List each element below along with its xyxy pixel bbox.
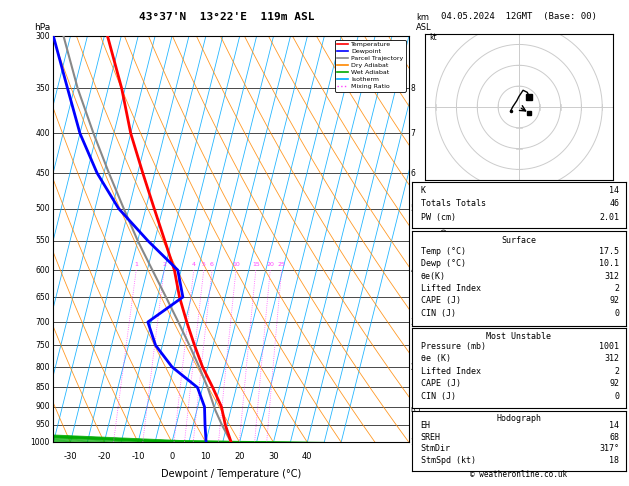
Text: EH: EH bbox=[421, 421, 430, 430]
Text: 900: 900 bbox=[35, 402, 50, 411]
Text: 10: 10 bbox=[201, 452, 211, 461]
Text: 400: 400 bbox=[35, 129, 50, 138]
Text: -30: -30 bbox=[64, 452, 77, 461]
Text: 1: 1 bbox=[134, 262, 138, 267]
Text: 14: 14 bbox=[610, 421, 620, 430]
Text: 6: 6 bbox=[210, 262, 214, 267]
Text: Hodograph: Hodograph bbox=[496, 414, 542, 423]
Text: StmSpd (kt): StmSpd (kt) bbox=[421, 456, 476, 465]
Text: -10: -10 bbox=[131, 452, 145, 461]
Text: 5: 5 bbox=[202, 262, 206, 267]
Text: Lifted Index: Lifted Index bbox=[421, 284, 481, 293]
Text: 317°: 317° bbox=[599, 444, 620, 453]
Text: © weatheronline.co.uk: © weatheronline.co.uk bbox=[470, 469, 567, 479]
Text: -20: -20 bbox=[97, 452, 111, 461]
Text: 550: 550 bbox=[35, 236, 50, 245]
Text: 6: 6 bbox=[411, 169, 416, 177]
Text: 0: 0 bbox=[615, 309, 620, 318]
Text: 700: 700 bbox=[35, 317, 50, 327]
Text: 0: 0 bbox=[169, 452, 175, 461]
Text: 18: 18 bbox=[610, 456, 620, 465]
Text: PW (cm): PW (cm) bbox=[421, 212, 455, 222]
Text: CIN (J): CIN (J) bbox=[421, 309, 455, 318]
Text: CAPE (J): CAPE (J) bbox=[421, 379, 460, 388]
Text: 0: 0 bbox=[615, 392, 620, 401]
Text: 8: 8 bbox=[411, 84, 415, 93]
Text: 312: 312 bbox=[604, 272, 620, 281]
Text: 7: 7 bbox=[411, 129, 416, 138]
Text: Temp (°C): Temp (°C) bbox=[421, 247, 465, 256]
Text: 850: 850 bbox=[35, 383, 50, 392]
Text: Pressure (mb): Pressure (mb) bbox=[421, 342, 486, 351]
Text: θe(K): θe(K) bbox=[421, 272, 445, 281]
Text: 350: 350 bbox=[35, 84, 50, 93]
Text: θe (K): θe (K) bbox=[421, 354, 450, 363]
Text: 650: 650 bbox=[35, 293, 50, 301]
Text: 25: 25 bbox=[277, 262, 286, 267]
Text: LCL: LCL bbox=[411, 407, 423, 414]
Text: 68: 68 bbox=[610, 433, 620, 441]
Text: SREH: SREH bbox=[421, 433, 440, 441]
Text: K: K bbox=[421, 186, 426, 194]
Text: Totals Totals: Totals Totals bbox=[421, 199, 486, 208]
Text: 1001: 1001 bbox=[599, 342, 620, 351]
Text: 500: 500 bbox=[35, 204, 50, 213]
Text: 750: 750 bbox=[35, 341, 50, 350]
Text: 20: 20 bbox=[235, 452, 245, 461]
Text: 30: 30 bbox=[268, 452, 279, 461]
Text: CAPE (J): CAPE (J) bbox=[421, 296, 460, 305]
Text: 2: 2 bbox=[162, 262, 166, 267]
Text: 600: 600 bbox=[35, 265, 50, 275]
Text: 800: 800 bbox=[35, 363, 50, 372]
Text: 4: 4 bbox=[411, 265, 416, 275]
Text: Dewp (°C): Dewp (°C) bbox=[421, 260, 465, 268]
Text: Dewpoint / Temperature (°C): Dewpoint / Temperature (°C) bbox=[161, 469, 301, 479]
Text: 4: 4 bbox=[192, 262, 196, 267]
Text: 2: 2 bbox=[411, 363, 415, 372]
Text: Lifted Index: Lifted Index bbox=[421, 367, 481, 376]
Text: 20: 20 bbox=[266, 262, 274, 267]
Text: Mixing Ratio (g/kg): Mixing Ratio (g/kg) bbox=[440, 203, 449, 276]
Text: kt: kt bbox=[430, 33, 437, 42]
Text: CIN (J): CIN (J) bbox=[421, 392, 455, 401]
Text: Most Unstable: Most Unstable bbox=[486, 332, 552, 341]
Text: 450: 450 bbox=[35, 169, 50, 177]
Text: 46: 46 bbox=[610, 199, 620, 208]
Text: 15: 15 bbox=[252, 262, 260, 267]
Text: 10.1: 10.1 bbox=[599, 260, 620, 268]
Text: 1000: 1000 bbox=[31, 438, 50, 447]
Text: hPa: hPa bbox=[34, 23, 50, 33]
Text: 43°37'N  13°22'E  119m ASL: 43°37'N 13°22'E 119m ASL bbox=[138, 12, 314, 22]
Text: 40: 40 bbox=[302, 452, 313, 461]
Text: 312: 312 bbox=[604, 354, 620, 363]
Text: 92: 92 bbox=[610, 296, 620, 305]
Text: 2: 2 bbox=[615, 284, 620, 293]
Text: 2.01: 2.01 bbox=[599, 212, 620, 222]
Text: 92: 92 bbox=[610, 379, 620, 388]
Text: 1: 1 bbox=[411, 438, 415, 447]
Text: 10: 10 bbox=[232, 262, 240, 267]
Text: 17.5: 17.5 bbox=[599, 247, 620, 256]
Text: StmDir: StmDir bbox=[421, 444, 450, 453]
Text: 300: 300 bbox=[35, 32, 50, 41]
Text: 950: 950 bbox=[35, 420, 50, 430]
Text: 3: 3 bbox=[411, 317, 416, 327]
Text: 04.05.2024  12GMT  (Base: 00): 04.05.2024 12GMT (Base: 00) bbox=[441, 12, 597, 21]
Legend: Temperature, Dewpoint, Parcel Trajectory, Dry Adiabat, Wet Adiabat, Isotherm, Mi: Temperature, Dewpoint, Parcel Trajectory… bbox=[335, 39, 406, 91]
Text: 14: 14 bbox=[610, 186, 620, 194]
Text: 5: 5 bbox=[411, 204, 416, 213]
Text: 2: 2 bbox=[615, 367, 620, 376]
Text: km
ASL: km ASL bbox=[416, 13, 431, 33]
Text: Surface: Surface bbox=[501, 236, 537, 244]
